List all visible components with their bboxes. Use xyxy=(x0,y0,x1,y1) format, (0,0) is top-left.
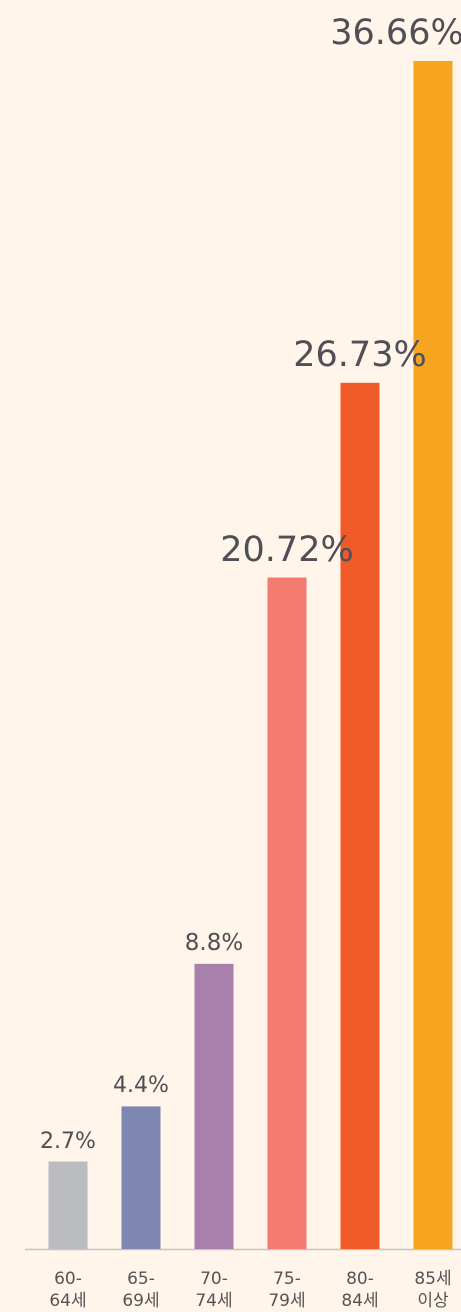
bar xyxy=(340,382,380,1249)
value-label: 8.8% xyxy=(184,929,244,956)
value-label: 4.4% xyxy=(113,1073,169,1099)
x-tick-label: 80- 84세 xyxy=(341,1269,379,1311)
value-label: 26.73% xyxy=(293,334,427,375)
bar xyxy=(121,1106,161,1249)
bar xyxy=(194,963,234,1249)
x-tick-label: 85세 이상 xyxy=(414,1269,452,1311)
bar xyxy=(48,1161,88,1249)
value-label: 20.72% xyxy=(220,529,354,570)
x-tick-label: 65- 69세 xyxy=(122,1269,160,1311)
bar xyxy=(267,577,307,1249)
bar xyxy=(413,61,453,1249)
x-tick-label: 60- 64세 xyxy=(49,1269,87,1311)
x-tick-label: 75- 79세 xyxy=(268,1269,306,1311)
x-tick-label: 70- 74세 xyxy=(195,1269,233,1311)
value-label: 2.7% xyxy=(40,1128,96,1154)
value-label: 36.66% xyxy=(330,13,461,53)
